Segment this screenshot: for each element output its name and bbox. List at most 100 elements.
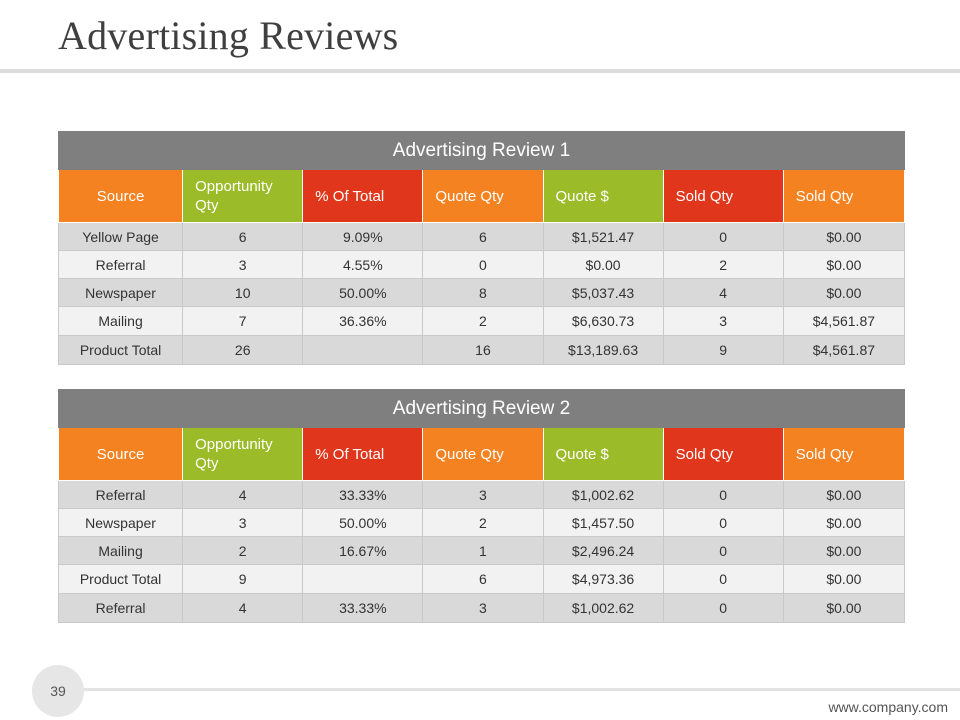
cell-quote-qty: 2: [422, 508, 544, 537]
header-quote-amount: Quote $: [542, 427, 664, 481]
cell-sold-amount: $0.00: [782, 508, 906, 537]
cell-percent-of-total: 36.36%: [302, 306, 424, 336]
cell-opportunity-qty: 4: [182, 480, 304, 509]
cell-sold-amount: $4,561.87: [782, 335, 906, 365]
page-number-badge: 39: [32, 665, 84, 717]
table-header-row: Source Opportunity Qty % Of Total Quote …: [57, 427, 906, 481]
cell-quote-amount: $5,037.43: [542, 278, 664, 307]
cell-sold-qty: 3: [662, 306, 784, 336]
cell-sold-amount: $0.00: [782, 222, 906, 251]
header-sold-qty: Sold Qty: [662, 427, 784, 481]
cell-opportunity-qty: 26: [182, 335, 304, 365]
cell-sold-qty: 4: [662, 278, 784, 307]
cell-quote-qty: 8: [422, 278, 544, 307]
cell-source: Mailing: [57, 536, 184, 565]
cell-quote-qty: 6: [422, 564, 544, 594]
cell-quote-amount: $1,521.47: [542, 222, 664, 251]
cell-percent-of-total: 4.55%: [302, 250, 424, 279]
header-source: Source: [57, 427, 184, 481]
cell-quote-qty: 6: [422, 222, 544, 251]
cell-percent-of-total: 50.00%: [302, 508, 424, 537]
cell-source: Newspaper: [57, 278, 184, 307]
cell-opportunity-qty: 4: [182, 593, 304, 623]
cell-opportunity-qty: 10: [182, 278, 304, 307]
table-caption-row: Advertising Review 1: [58, 131, 905, 170]
header-quote-qty: Quote Qty: [422, 427, 544, 481]
table-row: Yellow Page 6 9.09% 6 $1,521.47 0 $0.00: [57, 222, 906, 251]
slide-title: Advertising Reviews: [58, 13, 399, 58]
cell-quote-amount: $4,973.36: [542, 564, 664, 594]
cell-sold-amount: $0.00: [782, 250, 906, 279]
header-quote-qty: Quote Qty: [422, 169, 544, 223]
table-header-row: Source Opportunity Qty % Of Total Quote …: [57, 169, 906, 223]
table-row: Newspaper 10 50.00% 8 $5,037.43 4 $0.00: [57, 278, 906, 307]
cell-opportunity-qty: 3: [182, 250, 304, 279]
cell-sold-amount: $4,561.87: [782, 306, 906, 336]
cell-quote-amount: $13,189.63: [542, 335, 664, 365]
header-source: Source: [57, 169, 184, 223]
cell-percent-of-total: 16.67%: [302, 536, 424, 565]
cell-sold-amount: $0.00: [782, 536, 906, 565]
table-caption-row: Advertising Review 2: [58, 389, 905, 428]
cell-percent-of-total: [302, 335, 424, 365]
cell-quote-qty: 0: [422, 250, 544, 279]
cell-source: Referral: [57, 250, 184, 279]
header-opportunity-qty: Opportunity Qty: [182, 427, 304, 481]
advertising-review-1-table: Advertising Review 1 Source Opportunity …: [57, 131, 906, 365]
cell-sold-qty: 0: [662, 564, 784, 594]
table-row: Newspaper 3 50.00% 2 $1,457.50 0 $0.00: [57, 508, 906, 537]
cell-quote-amount: $1,002.62: [542, 480, 664, 509]
header-percent-of-total: % Of Total: [302, 169, 424, 223]
cell-quote-qty: 2: [422, 306, 544, 336]
cell-source: Mailing: [57, 306, 184, 336]
cell-percent-of-total: 9.09%: [302, 222, 424, 251]
table-caption: Advertising Review 1: [58, 131, 905, 170]
header-percent-of-total: % Of Total: [302, 427, 424, 481]
header-sold-qty-2: Sold Qty: [782, 427, 906, 481]
table-row-total: Product Total 9 6 $4,973.36 0 $0.00: [57, 564, 906, 594]
table-row: Referral 3 4.55% 0 $0.00 2 $0.00: [57, 250, 906, 279]
cell-sold-qty: 0: [662, 480, 784, 509]
cell-quote-qty: 16: [422, 335, 544, 365]
cell-percent-of-total: [302, 564, 424, 594]
cell-quote-qty: 1: [422, 536, 544, 565]
header-quote-amount: Quote $: [542, 169, 664, 223]
cell-source: Referral: [57, 593, 184, 623]
cell-source: Product Total: [57, 564, 184, 594]
cell-sold-amount: $0.00: [782, 564, 906, 594]
cell-quote-qty: 3: [422, 593, 544, 623]
title-divider: [0, 69, 960, 73]
cell-sold-qty: 2: [662, 250, 784, 279]
cell-percent-of-total: 33.33%: [302, 480, 424, 509]
cell-quote-amount: $1,457.50: [542, 508, 664, 537]
table-row: Mailing 7 36.36% 2 $6,630.73 3 $4,561.87: [57, 306, 906, 336]
table-row: Referral 4 33.33% 3 $1,002.62 0 $0.00: [57, 480, 906, 509]
cell-opportunity-qty: 9: [182, 564, 304, 594]
cell-sold-qty: 0: [662, 222, 784, 251]
cell-sold-qty: 9: [662, 335, 784, 365]
cell-sold-amount: $0.00: [782, 278, 906, 307]
cell-sold-qty: 0: [662, 508, 784, 537]
header-sold-qty-2: Sold Qty: [782, 169, 906, 223]
footer-url: www.company.com: [828, 699, 948, 715]
cell-sold-qty: 0: [662, 536, 784, 565]
cell-quote-amount: $6,630.73: [542, 306, 664, 336]
header-sold-qty: Sold Qty: [662, 169, 784, 223]
cell-sold-amount: $0.00: [782, 480, 906, 509]
table-row: Mailing 2 16.67% 1 $2,496.24 0 $0.00: [57, 536, 906, 565]
cell-opportunity-qty: 7: [182, 306, 304, 336]
cell-opportunity-qty: 2: [182, 536, 304, 565]
cell-quote-amount: $2,496.24: [542, 536, 664, 565]
cell-source: Yellow Page: [57, 222, 184, 251]
cell-sold-amount: $0.00: [782, 593, 906, 623]
table-row-total: Product Total 26 16 $13,189.63 9 $4,561.…: [57, 335, 906, 365]
header-opportunity-qty: Opportunity Qty: [182, 169, 304, 223]
cell-quote-qty: 3: [422, 480, 544, 509]
table-caption: Advertising Review 2: [58, 389, 905, 428]
advertising-review-2-table: Advertising Review 2 Source Opportunity …: [57, 389, 906, 623]
cell-source: Newspaper: [57, 508, 184, 537]
cell-sold-qty: 0: [662, 593, 784, 623]
cell-percent-of-total: 33.33%: [302, 593, 424, 623]
footer-divider: [84, 688, 960, 691]
cell-opportunity-qty: 6: [182, 222, 304, 251]
